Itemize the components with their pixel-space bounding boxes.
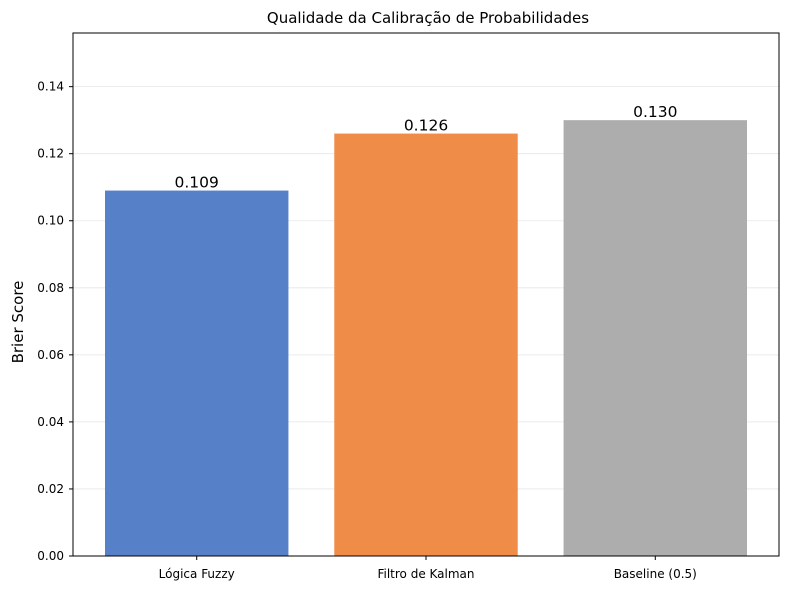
y-tick-label: 0.12 — [37, 147, 64, 161]
bar-value-label: 0.126 — [404, 117, 448, 135]
bar — [563, 120, 747, 557]
bars — [105, 120, 747, 557]
y-tick-label: 0.14 — [37, 80, 64, 94]
y-axis-label: Brier Score — [9, 281, 27, 364]
y-tick-label: 0.10 — [37, 214, 64, 228]
y-tick-label: 0.04 — [37, 415, 64, 429]
bar-value-labels: 0.109 0.126 0.130 — [175, 103, 678, 191]
y-tick-label: 0.00 — [37, 549, 64, 563]
y-tick-label: 0.02 — [37, 482, 64, 496]
x-tick-label: Baseline (0.5) — [614, 567, 697, 581]
x-tick-label: Lógica Fuzzy — [159, 567, 235, 581]
chart-title: Qualidade da Calibração de Probabilidade… — [267, 9, 589, 27]
bar — [334, 133, 518, 557]
y-tick-label: 0.08 — [37, 281, 64, 295]
bar-value-label: 0.130 — [633, 103, 677, 121]
axes: 0.00 0.02 0.04 0.06 0.08 0.10 0.12 0.14 Lógica F… — [37, 80, 697, 581]
y-tick-label: 0.06 — [37, 348, 64, 362]
bar — [105, 190, 289, 557]
bar-value-label: 0.109 — [175, 174, 219, 192]
x-tick-label: Filtro de Kalman — [377, 567, 474, 581]
